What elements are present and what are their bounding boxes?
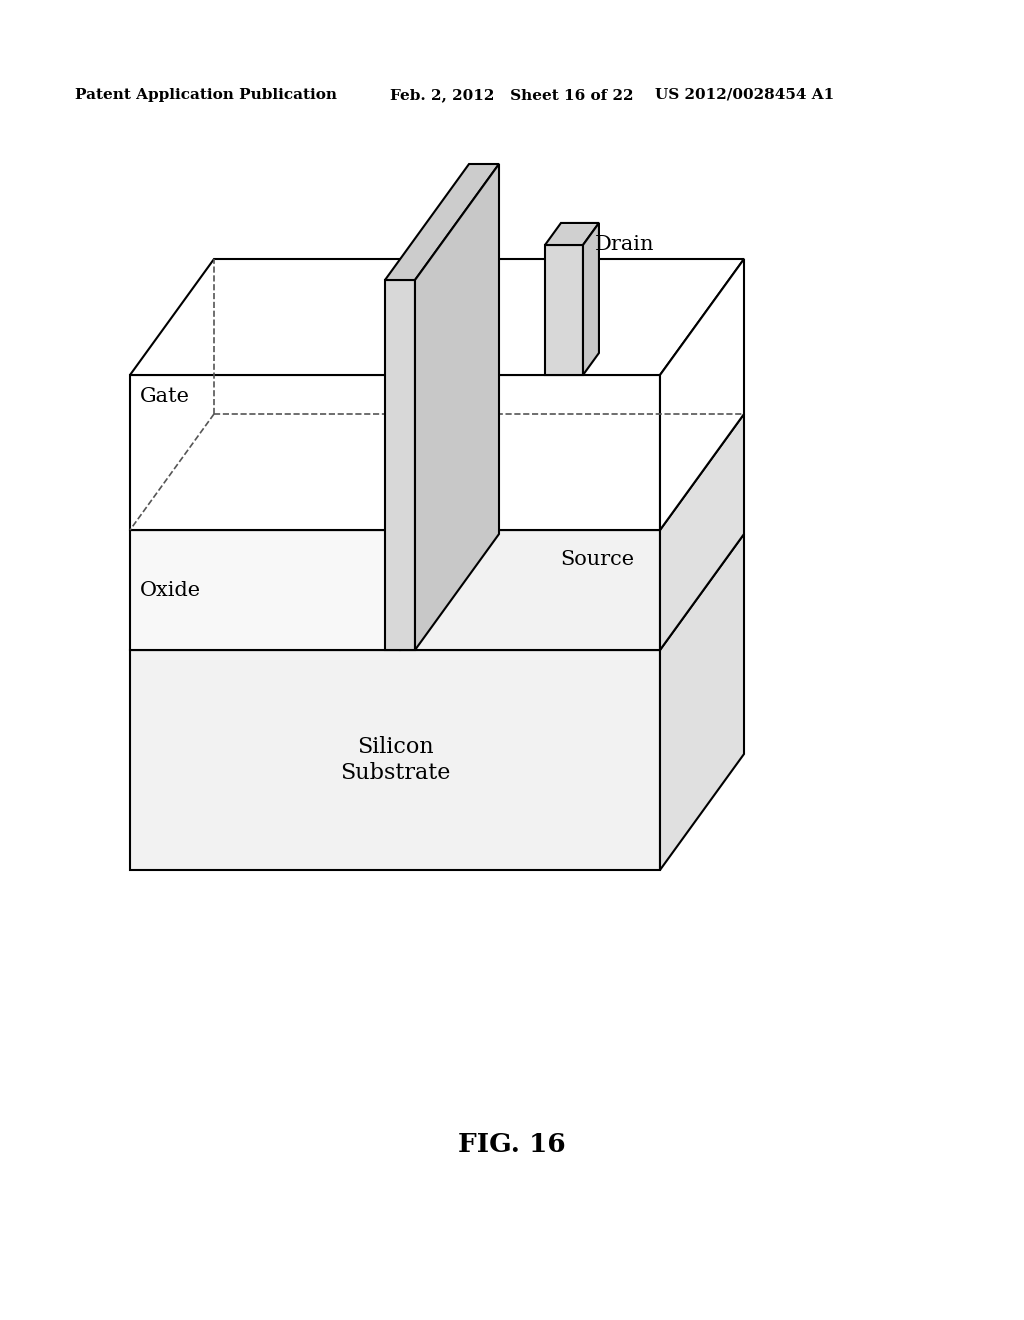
Polygon shape — [130, 531, 400, 649]
Polygon shape — [660, 535, 744, 870]
Text: Oxide: Oxide — [140, 581, 201, 599]
Polygon shape — [415, 164, 499, 649]
Polygon shape — [385, 164, 499, 280]
Text: Silicon
Substrate: Silicon Substrate — [340, 737, 451, 784]
Polygon shape — [385, 280, 415, 649]
Polygon shape — [130, 535, 744, 649]
Polygon shape — [545, 246, 583, 375]
Polygon shape — [583, 223, 599, 375]
Polygon shape — [660, 259, 744, 531]
Text: Patent Application Publication: Patent Application Publication — [75, 88, 337, 102]
Text: Gate: Gate — [140, 387, 190, 407]
Text: Drain: Drain — [595, 235, 654, 255]
Polygon shape — [400, 414, 484, 649]
Polygon shape — [130, 375, 660, 531]
Text: FIG. 16: FIG. 16 — [458, 1133, 566, 1158]
Polygon shape — [660, 414, 744, 649]
Text: Source: Source — [560, 550, 634, 569]
Polygon shape — [130, 649, 660, 870]
Text: Feb. 2, 2012   Sheet 16 of 22: Feb. 2, 2012 Sheet 16 of 22 — [390, 88, 634, 102]
Polygon shape — [130, 259, 744, 375]
Polygon shape — [400, 531, 660, 649]
Polygon shape — [400, 414, 744, 531]
Text: US 2012/0028454 A1: US 2012/0028454 A1 — [655, 88, 835, 102]
Polygon shape — [130, 414, 484, 531]
Polygon shape — [545, 223, 599, 246]
